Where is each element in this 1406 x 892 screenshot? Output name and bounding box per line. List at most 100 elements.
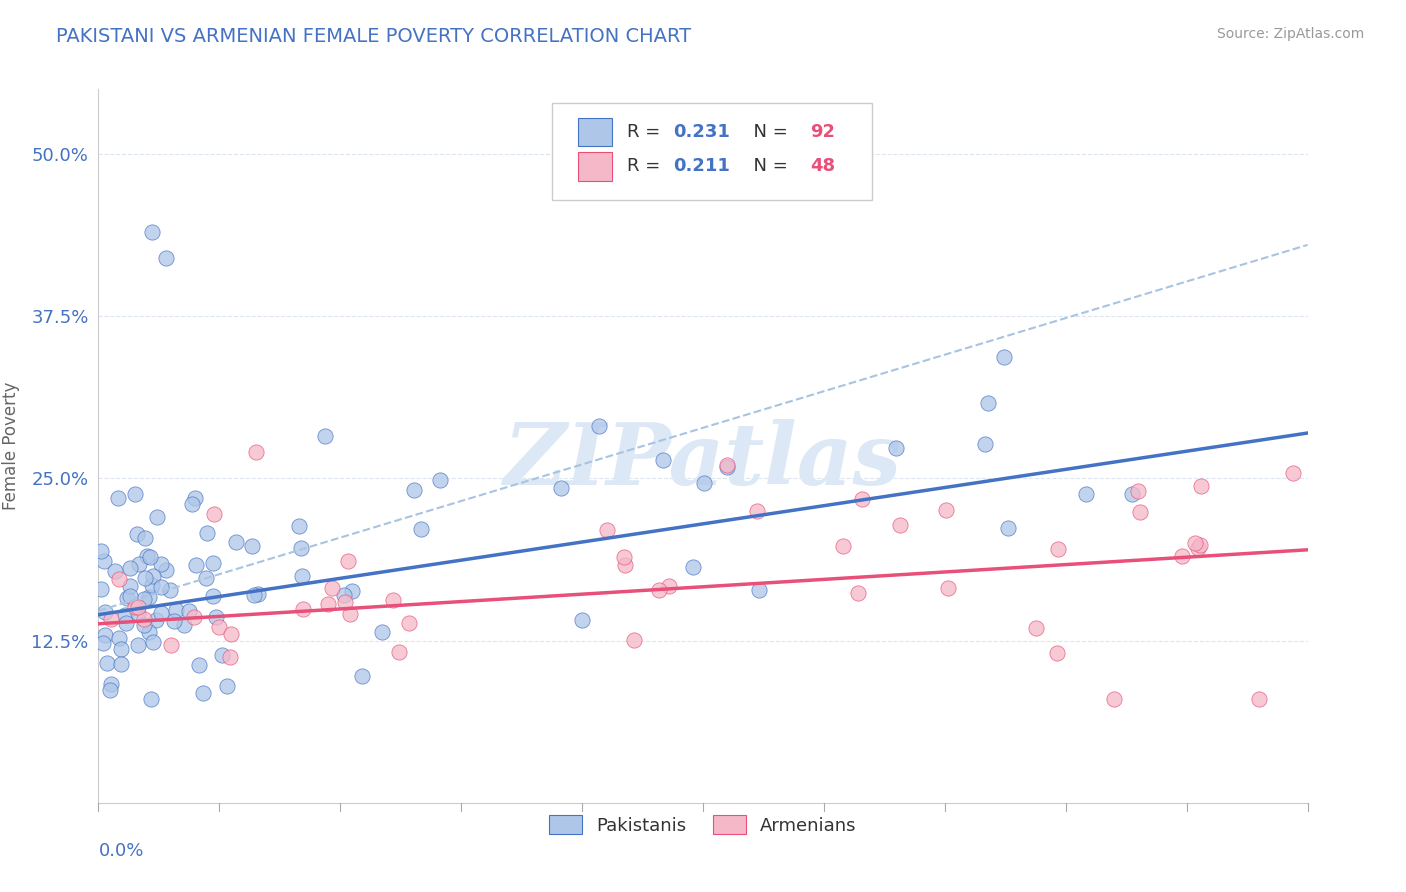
Point	[247, 587, 270, 601]
Point	[155, 251, 177, 265]
Point	[997, 520, 1019, 534]
Legend: Pakistanis, Armenians: Pakistanis, Armenians	[540, 806, 866, 844]
Point	[242, 539, 264, 553]
Point	[184, 558, 207, 573]
Point	[173, 618, 195, 632]
Point	[127, 638, 149, 652]
Point	[110, 657, 132, 671]
Point	[165, 603, 187, 617]
Text: Source: ZipAtlas.com: Source: ZipAtlas.com	[1216, 27, 1364, 41]
Text: PAKISTANI VS ARMENIAN FEMALE POVERTY CORRELATION CHART: PAKISTANI VS ARMENIAN FEMALE POVERTY COR…	[56, 27, 692, 45]
Point	[96, 657, 118, 671]
Point	[132, 612, 155, 626]
Point	[219, 626, 242, 640]
Point	[132, 592, 155, 607]
Point	[1281, 467, 1303, 481]
Point	[115, 591, 138, 606]
Text: N =: N =	[742, 157, 793, 175]
Point	[682, 559, 704, 574]
Point	[202, 507, 225, 521]
Point	[291, 568, 314, 582]
Point	[613, 558, 636, 572]
Point	[745, 504, 768, 518]
Point	[138, 624, 160, 639]
Point	[404, 483, 426, 498]
Point	[132, 618, 155, 632]
Point	[139, 691, 162, 706]
Point	[1189, 538, 1212, 552]
Point	[108, 572, 131, 586]
Point	[716, 459, 738, 474]
Point	[429, 473, 451, 487]
Point	[110, 641, 132, 656]
Point	[1121, 487, 1143, 501]
Point	[215, 679, 238, 693]
Point	[183, 491, 205, 505]
Point	[107, 491, 129, 506]
Point	[388, 645, 411, 659]
Point	[748, 582, 770, 597]
Point	[596, 523, 619, 537]
Point	[141, 225, 163, 239]
Text: N =: N =	[742, 123, 793, 141]
Point	[98, 682, 121, 697]
Point	[832, 539, 855, 553]
Point	[333, 588, 356, 602]
Point	[127, 606, 149, 620]
Point	[652, 452, 675, 467]
Point	[1184, 536, 1206, 550]
Point	[177, 604, 200, 618]
Point	[1249, 692, 1271, 706]
Point	[124, 599, 146, 614]
Point	[219, 650, 242, 665]
Point	[1074, 487, 1097, 501]
Point	[1102, 692, 1125, 706]
Point	[588, 419, 610, 434]
Point	[141, 577, 163, 591]
Point	[183, 610, 205, 624]
Point	[1025, 621, 1047, 635]
Point	[90, 582, 112, 596]
Point	[316, 597, 339, 611]
Point	[571, 613, 593, 627]
Point	[134, 571, 156, 585]
Point	[118, 561, 141, 575]
Point	[974, 437, 997, 451]
Point	[114, 608, 136, 623]
Point	[181, 497, 204, 511]
Point	[90, 543, 112, 558]
Point	[693, 475, 716, 490]
Point	[1189, 479, 1212, 493]
Point	[716, 458, 738, 473]
Point	[94, 628, 117, 642]
Point	[120, 579, 142, 593]
Y-axis label: Female Poverty: Female Poverty	[3, 382, 20, 510]
FancyBboxPatch shape	[578, 118, 613, 146]
Point	[194, 571, 217, 585]
Point	[936, 581, 959, 595]
Point	[613, 549, 636, 564]
Point	[107, 631, 129, 645]
Point	[100, 677, 122, 691]
Text: 48: 48	[811, 157, 835, 175]
Text: 0.211: 0.211	[672, 157, 730, 175]
Point	[381, 593, 404, 607]
Text: R =: R =	[627, 123, 666, 141]
Point	[150, 607, 173, 621]
Point	[550, 481, 572, 495]
Point	[371, 624, 394, 639]
Point	[288, 519, 311, 533]
Point	[201, 557, 224, 571]
Text: 92: 92	[811, 123, 835, 141]
Point	[104, 564, 127, 578]
Point	[337, 553, 360, 567]
Point	[846, 586, 869, 600]
Point	[411, 522, 433, 536]
Text: R =: R =	[627, 157, 666, 175]
Point	[658, 579, 681, 593]
Point	[188, 657, 211, 672]
Point	[340, 584, 363, 599]
Point	[127, 600, 149, 615]
Point	[623, 633, 645, 648]
Point	[977, 396, 1000, 410]
